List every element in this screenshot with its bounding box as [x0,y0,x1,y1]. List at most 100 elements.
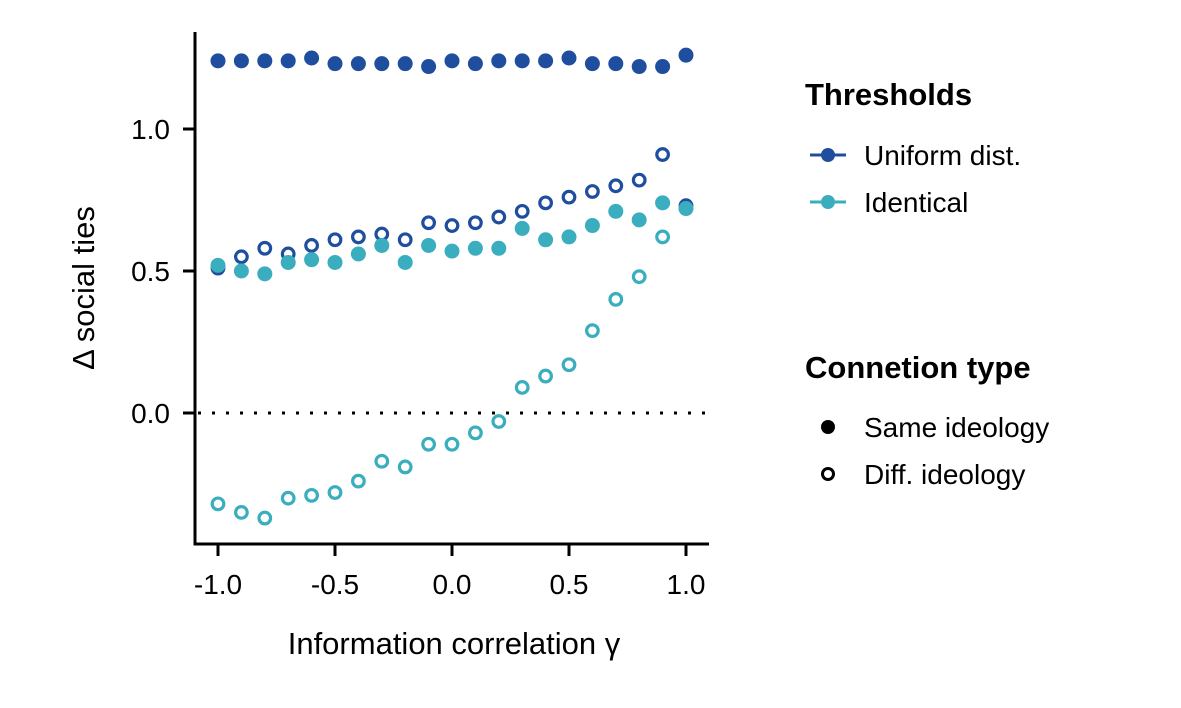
point-identical-diff-ideology [327,485,343,500]
point-uniform-dist-same-ideology [304,50,320,66]
legend-same-ideology-label: Same ideology [864,412,1049,443]
point-uniform-dist-same-ideology [561,50,577,66]
point-identical-same-ideology [280,254,296,270]
point-uniform-dist-diff-ideology [538,195,553,211]
point-identical-same-ideology [678,201,694,217]
point-identical-same-ideology [350,246,366,262]
point-uniform-dist-same-ideology [350,56,366,72]
point-identical-diff-ideology [608,292,624,307]
point-uniform-dist-diff-ideology [327,232,343,248]
x-tick-label: -0.5 [311,569,359,600]
point-uniform-dist-same-ideology [210,53,226,69]
point-uniform-dist-same-ideology [327,56,343,72]
point-identical-same-ideology [608,203,624,219]
point-uniform-dist-diff-ideology [631,172,647,188]
point-uniform-dist-same-ideology [421,59,437,75]
point-identical-diff-ideology [351,473,366,489]
point-identical-diff-ideology [210,496,226,512]
point-identical-diff-ideology [304,487,320,503]
point-uniform-dist-diff-ideology [351,229,366,245]
point-identical-diff-ideology [538,368,553,384]
point-identical-diff-ideology [655,229,670,245]
point-uniform-dist-same-ideology [538,53,554,69]
legend-thresholds: Thresholds Uniform dist. Identical [805,77,1021,218]
point-identical-same-ideology [374,237,390,253]
y-tick-label: 0.5 [131,256,170,287]
x-tick-label: 1.0 [667,569,706,600]
point-identical-same-ideology [655,195,671,211]
y-tick-label: 1.0 [131,114,170,145]
point-identical-diff-ideology [280,490,296,506]
legend-connection-type: Connetion type Same ideology Diff. ideol… [805,350,1049,490]
point-identical-same-ideology [233,263,249,279]
data-points [210,47,694,526]
point-uniform-dist-diff-ideology [561,189,577,205]
point-uniform-dist-same-ideology [608,56,624,72]
legend-diff-ideology-label: Diff. ideology [864,459,1025,490]
point-identical-same-ideology [491,240,507,256]
legend-uniform-label: Uniform dist. [864,140,1021,171]
point-uniform-dist-diff-ideology [514,203,530,219]
point-uniform-dist-diff-ideology [421,215,437,231]
point-identical-same-ideology [467,240,483,256]
point-uniform-dist-diff-ideology [304,238,320,253]
legend-diff-ideology-marker [821,467,835,481]
legend-identical-label: Identical [864,187,968,218]
point-identical-same-ideology [538,232,554,248]
point-identical-same-ideology [561,229,577,245]
point-identical-same-ideology [421,237,437,253]
point-uniform-dist-diff-ideology [233,249,249,265]
point-identical-diff-ideology [397,459,413,475]
point-uniform-dist-same-ideology [491,53,507,69]
point-identical-same-ideology [631,212,647,228]
point-identical-diff-ideology [444,436,460,452]
x-tick-label: 0.5 [550,569,589,600]
point-uniform-dist-diff-ideology [397,232,413,248]
legend-identical-marker [821,195,835,209]
legend-connection-title: Connetion type [805,350,1031,385]
point-uniform-dist-same-ideology [257,53,273,69]
point-uniform-dist-diff-ideology [585,184,600,199]
point-identical-diff-ideology [421,436,437,452]
point-identical-same-ideology [210,257,226,273]
point-uniform-dist-same-ideology [514,53,530,69]
y-axis-title: Δ social ties [66,206,101,370]
point-uniform-dist-same-ideology [678,47,694,63]
legend-uniform-marker [821,148,835,162]
x-axis-title: Information correlation γ [288,626,621,661]
point-uniform-dist-same-ideology [444,53,460,69]
point-uniform-dist-same-ideology [280,53,296,69]
point-uniform-dist-diff-ideology [491,209,507,225]
x-tick-label: -1.0 [194,569,242,600]
point-uniform-dist-same-ideology [467,56,483,72]
point-identical-diff-ideology [585,323,600,339]
point-identical-same-ideology [327,254,343,270]
point-uniform-dist-diff-ideology [444,218,460,233]
y-axis-ticks: 0.0 0.5 1.0 [131,114,195,429]
point-identical-diff-ideology [561,357,577,373]
point-identical-diff-ideology [374,453,390,469]
point-uniform-dist-diff-ideology [257,240,273,256]
point-uniform-dist-same-ideology [655,59,671,75]
point-identical-same-ideology [397,254,413,270]
point-uniform-dist-diff-ideology [608,178,624,194]
point-identical-diff-ideology [631,269,647,285]
x-axis-ticks: -1.0 -0.5 0.0 0.5 1.0 [194,544,706,600]
point-identical-diff-ideology [257,510,273,526]
point-uniform-dist-same-ideology [397,56,413,72]
x-tick-label: 0.0 [433,569,472,600]
point-identical-same-ideology [584,218,600,234]
point-uniform-dist-same-ideology [631,59,647,75]
point-uniform-dist-same-ideology [233,53,249,69]
point-identical-same-ideology [514,220,530,236]
point-identical-diff-ideology [491,414,507,429]
point-identical-diff-ideology [468,425,483,441]
point-uniform-dist-diff-ideology [468,215,483,231]
legend-thresholds-title: Thresholds [805,77,972,112]
legend-same-ideology-marker [821,420,835,434]
point-identical-same-ideology [444,243,460,259]
point-uniform-dist-diff-ideology [655,147,670,162]
point-uniform-dist-same-ideology [584,56,600,72]
point-identical-diff-ideology [514,380,530,395]
